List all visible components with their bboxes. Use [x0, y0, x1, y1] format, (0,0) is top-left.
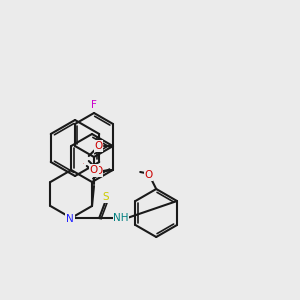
- Text: O: O: [95, 166, 103, 176]
- Text: O: O: [144, 170, 152, 180]
- Text: O: O: [95, 141, 103, 151]
- Text: O: O: [83, 163, 84, 164]
- Text: O: O: [90, 165, 98, 175]
- Text: O: O: [93, 166, 101, 176]
- Text: S: S: [102, 192, 109, 202]
- Text: NH: NH: [113, 213, 129, 223]
- Text: N: N: [66, 214, 74, 224]
- Text: F: F: [91, 100, 97, 110]
